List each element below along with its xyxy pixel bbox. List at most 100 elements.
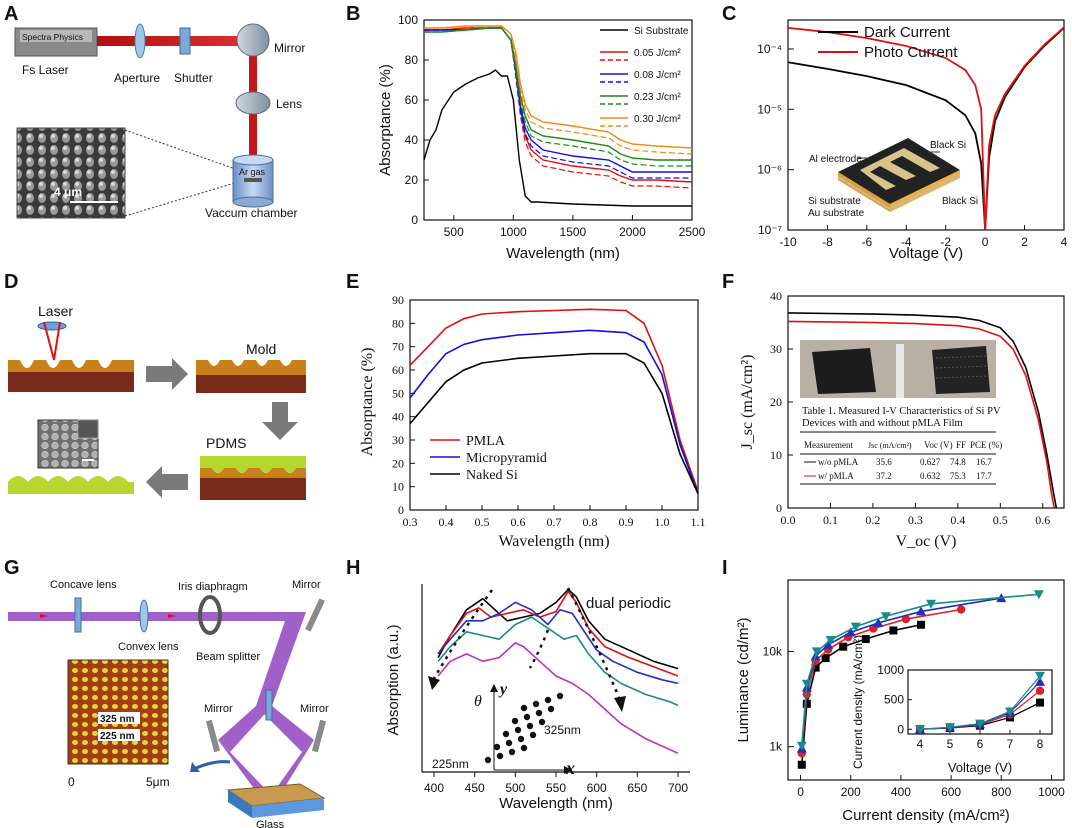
glass-label: Glass — [256, 819, 285, 828]
chart-c-ytick-label: 10⁻⁴ — [757, 42, 782, 56]
chart-c-xlabel: Voltage (V) — [889, 245, 963, 262]
laser-lens-icon — [37, 321, 67, 331]
chart-f-ytick-label: 20 — [770, 395, 782, 409]
chart-e-legend-label: Micropyramid — [466, 451, 547, 466]
chart-e-ytick-label: 10 — [392, 480, 404, 494]
chart-b-xtick-label: 1000 — [500, 225, 527, 239]
mirror-right-icon — [311, 719, 327, 753]
chart-b-legend-label: 0.30 J/cm² — [634, 114, 681, 125]
inset-point — [1005, 707, 1015, 717]
lattice-325nm-label: 325nm — [544, 723, 581, 737]
arrow-left-icon — [146, 466, 188, 498]
chart-b-ytick-label: 20 — [405, 173, 419, 187]
inset-point — [945, 723, 955, 733]
spectra-physics-label: Spectra Physics — [22, 32, 83, 42]
chart-e-xtick-label: 1.1 — [691, 515, 706, 529]
y-axis-label: y — [498, 681, 508, 698]
chart-i-point — [880, 612, 891, 622]
chart-e-ytick-label: 80 — [392, 316, 404, 330]
chart-i-ytick-label: 1k — [769, 740, 783, 754]
concave-lens-label: Concave lens — [50, 579, 117, 591]
chart-e-ytick-label: 40 — [392, 410, 404, 424]
inset-ytick-label: 0 — [897, 722, 904, 736]
chart-e-xtick-label: 0.7 — [547, 515, 562, 529]
chart-c-ytick-label: 10⁻⁶ — [757, 163, 782, 177]
chart-b: Wavelength (nm) Absorptance (%) 500 1000 1… — [377, 13, 706, 262]
table-row-0-voc: 0.627 — [920, 457, 941, 467]
panel-letter-f: F — [722, 271, 734, 293]
inset-xtick-label: 6 — [977, 737, 984, 751]
table-row-0-pce: 16.7 — [976, 457, 992, 467]
concave-lens-icon — [74, 597, 82, 633]
lattice-dot — [505, 739, 513, 747]
table-row-1-pce: 17.7 — [976, 471, 992, 481]
chart-h-xtick-label: 600 — [587, 781, 607, 795]
pdms-layer — [200, 456, 306, 473]
mirror-top-label: Mirror — [292, 579, 321, 591]
chart-e-legend-label: PMLA — [466, 434, 506, 449]
chart-e-xtick-label: 0.6 — [511, 515, 526, 529]
panel-letter-d: D — [4, 271, 18, 293]
chart-e-series-line — [409, 308, 699, 492]
chart-i-xtick-label: 1000 — [1038, 785, 1065, 799]
inset-ytick-label: 500 — [884, 693, 904, 707]
chart-i-point — [926, 599, 937, 609]
inset-xtick-label: 7 — [1007, 737, 1014, 751]
chart-e-series-line — [409, 352, 699, 494]
al-electrode-label: Al electrode — [809, 154, 862, 165]
panel-letter-c: C — [722, 3, 736, 25]
aperture-icon — [134, 23, 146, 59]
chart-h-xtick-label: 400 — [424, 781, 444, 795]
theta-label: θ — [474, 693, 482, 710]
chart-i-xtick-label: 400 — [891, 785, 911, 799]
chart-i-point — [915, 606, 926, 616]
chart-c: Voltage (V) -10 -8 -6 -4 -2 0 2 4 10⁻⁷ 10⁻⁶ 10⁻⁵ 10… — [757, 19, 1068, 262]
chart-b-ylabel: Absorptance (%) — [377, 64, 394, 176]
chart-e-ytick-label: 60 — [392, 363, 404, 377]
chart-c-xtick-label: 2 — [1021, 235, 1028, 249]
chart-h-series-line — [437, 601, 679, 685]
lattice-dot — [544, 696, 552, 704]
laser-beam — [97, 36, 255, 46]
lattice-dot — [520, 744, 528, 752]
chart-e-xtick-label: 0.9 — [619, 515, 634, 529]
chart-b-series-line-dashed — [424, 25, 693, 155]
chart-e-xtick-label: 0.5 — [475, 515, 490, 529]
au-substrate-label: Au substrate — [808, 208, 865, 219]
chart-f-series-line — [787, 320, 1056, 509]
chart-b-xtick-label: 2500 — [679, 225, 706, 239]
chart-h-xtick-label: 650 — [627, 781, 647, 795]
chart-i-point — [823, 639, 834, 649]
chart-f-xtick-label: 0.1 — [823, 513, 838, 527]
table-header-3: FF — [956, 440, 966, 450]
black-si-label-2: Black Si — [942, 196, 978, 207]
chart-f-ytick-label: 30 — [770, 342, 782, 356]
chart-f-ylabel: J_sc (mA/cm²) — [739, 355, 756, 450]
inset-point — [1035, 676, 1045, 686]
chart-i-point — [845, 627, 856, 637]
panel-a: A Spectra Physics Aperture Shutter Mirro… — [4, 3, 305, 220]
mirror-icon — [236, 23, 270, 57]
chart-i-ylabel: Luminance (cd/m²) — [735, 617, 752, 742]
chart-e-legend-label: Naked Si — [466, 468, 518, 483]
chart-h-series-line — [437, 588, 679, 670]
chart-e-series-line — [409, 329, 699, 494]
chart-i-point — [850, 622, 861, 632]
chart-f-series-line — [787, 312, 1058, 509]
chart-e-ytick-label: 50 — [392, 386, 404, 400]
chart-i-xtick-label: 600 — [941, 785, 961, 799]
si-substrate-label: Si substrate — [808, 196, 861, 207]
panel-g: G Concave lens Convex lens Iris diaphrag… — [4, 557, 329, 828]
inset-xtick-label: 5 — [947, 737, 954, 751]
chart-h-ylabel: Absorption (a.u.) — [385, 625, 402, 736]
lattice-dot — [502, 730, 510, 738]
chart-c-series-line — [787, 27, 1065, 231]
chart-i-point — [889, 626, 898, 635]
inset-point — [915, 725, 925, 735]
panel-d: D Laser Mold PDMS — [4, 271, 306, 500]
chart-b-xtick-label: 500 — [444, 225, 464, 239]
ar-gas-label: Ar gas — [239, 167, 266, 177]
panel-letter-h: H — [346, 557, 360, 579]
lattice-dot — [508, 748, 516, 756]
mold-label: Mold — [246, 341, 276, 357]
